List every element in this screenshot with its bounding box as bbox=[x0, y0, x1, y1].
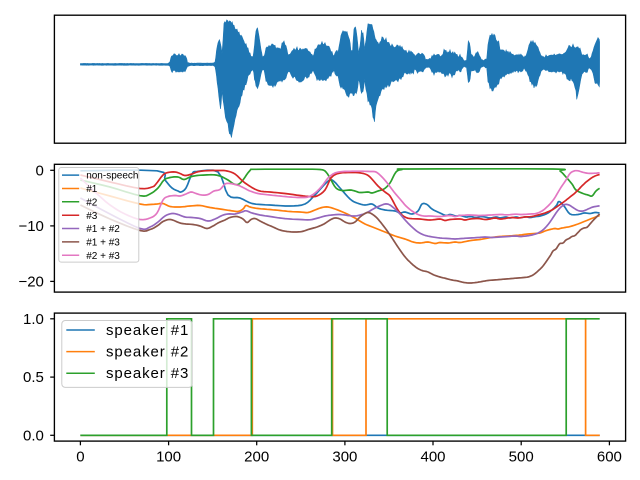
svg-text:0: 0 bbox=[36, 163, 44, 180]
svg-text:1.0: 1.0 bbox=[23, 311, 44, 328]
svg-text:−10: −10 bbox=[18, 218, 43, 235]
svg-text:0: 0 bbox=[76, 449, 84, 466]
svg-text:400: 400 bbox=[420, 449, 445, 466]
svg-text:100: 100 bbox=[156, 449, 181, 466]
svg-text:#3: #3 bbox=[86, 211, 98, 222]
svg-text:#2 + #3: #2 + #3 bbox=[86, 251, 120, 262]
svg-text:#1 + #3: #1 + #3 bbox=[86, 238, 120, 249]
svg-text:0.5: 0.5 bbox=[23, 369, 44, 386]
svg-text:300: 300 bbox=[332, 449, 357, 466]
svg-text:500: 500 bbox=[509, 449, 534, 466]
svg-text:speaker #3: speaker #3 bbox=[106, 365, 189, 382]
svg-text:non-speech: non-speech bbox=[86, 171, 138, 182]
svg-text:#1 + #2: #1 + #2 bbox=[86, 224, 120, 235]
svg-text:−20: −20 bbox=[18, 274, 43, 291]
svg-text:speaker #2: speaker #2 bbox=[106, 344, 189, 361]
svg-text:200: 200 bbox=[244, 449, 269, 466]
svg-text:600: 600 bbox=[597, 449, 622, 466]
svg-text:0.0: 0.0 bbox=[23, 428, 44, 445]
svg-text:#1: #1 bbox=[86, 184, 98, 195]
svg-text:speaker #1: speaker #1 bbox=[106, 322, 189, 339]
svg-text:#2: #2 bbox=[86, 197, 98, 208]
